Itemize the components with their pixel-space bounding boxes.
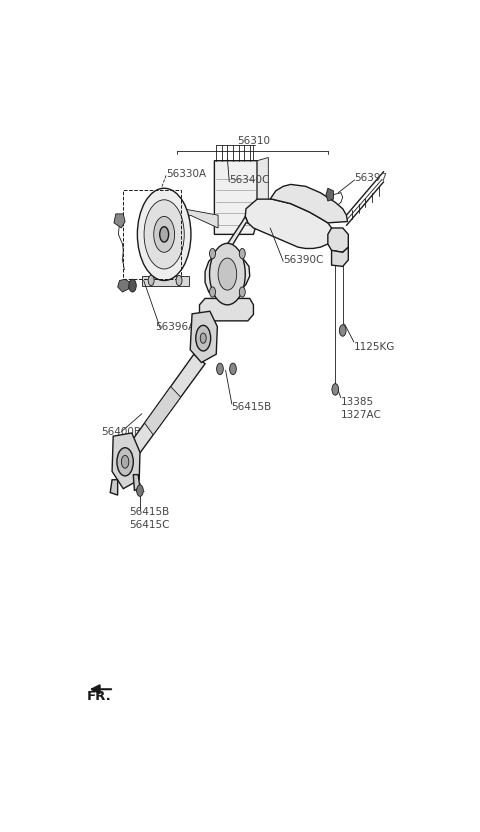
Circle shape xyxy=(200,333,206,344)
Circle shape xyxy=(129,280,136,292)
Text: 1125KG: 1125KG xyxy=(354,342,395,352)
Circle shape xyxy=(196,325,211,351)
Polygon shape xyxy=(144,387,180,435)
Circle shape xyxy=(210,287,216,297)
Text: 56415B: 56415B xyxy=(231,403,271,413)
Polygon shape xyxy=(142,276,190,285)
Polygon shape xyxy=(270,185,348,223)
Circle shape xyxy=(121,455,129,468)
Text: 56330A: 56330A xyxy=(166,169,206,179)
Polygon shape xyxy=(326,188,334,201)
Text: FR.: FR. xyxy=(87,691,111,703)
Polygon shape xyxy=(205,216,250,299)
Circle shape xyxy=(176,275,182,285)
Text: 56400B: 56400B xyxy=(101,427,141,437)
Text: 56340C: 56340C xyxy=(229,175,270,185)
Polygon shape xyxy=(110,480,118,495)
Circle shape xyxy=(218,258,237,290)
Circle shape xyxy=(210,243,245,305)
Circle shape xyxy=(137,188,191,280)
Polygon shape xyxy=(190,311,217,363)
Text: 1327AC: 1327AC xyxy=(341,410,382,420)
Text: 56415C: 56415C xyxy=(129,520,169,530)
Circle shape xyxy=(332,384,338,395)
Circle shape xyxy=(240,287,245,297)
Circle shape xyxy=(240,249,245,259)
Polygon shape xyxy=(328,228,348,252)
Polygon shape xyxy=(257,157,268,221)
Text: 56390C: 56390C xyxy=(283,255,324,265)
Circle shape xyxy=(229,363,236,374)
Polygon shape xyxy=(200,299,253,321)
Polygon shape xyxy=(133,474,140,491)
Circle shape xyxy=(144,200,184,269)
Polygon shape xyxy=(121,354,205,468)
Circle shape xyxy=(210,249,216,259)
Text: 56310: 56310 xyxy=(237,136,270,146)
Polygon shape xyxy=(114,214,125,228)
Circle shape xyxy=(339,324,346,336)
Text: 56415B: 56415B xyxy=(129,507,169,517)
Text: 13385: 13385 xyxy=(341,397,374,407)
Circle shape xyxy=(216,363,223,374)
Polygon shape xyxy=(183,209,218,228)
Circle shape xyxy=(148,275,154,285)
Bar xyxy=(123,190,181,280)
Text: 56396A: 56396A xyxy=(155,322,195,332)
Circle shape xyxy=(137,485,144,497)
Polygon shape xyxy=(245,199,332,249)
Circle shape xyxy=(154,216,175,252)
Circle shape xyxy=(160,226,168,242)
Text: 56397: 56397 xyxy=(354,173,387,183)
Circle shape xyxy=(117,448,133,476)
Polygon shape xyxy=(332,247,348,266)
Polygon shape xyxy=(118,280,130,292)
Polygon shape xyxy=(215,161,257,235)
Polygon shape xyxy=(112,433,140,488)
